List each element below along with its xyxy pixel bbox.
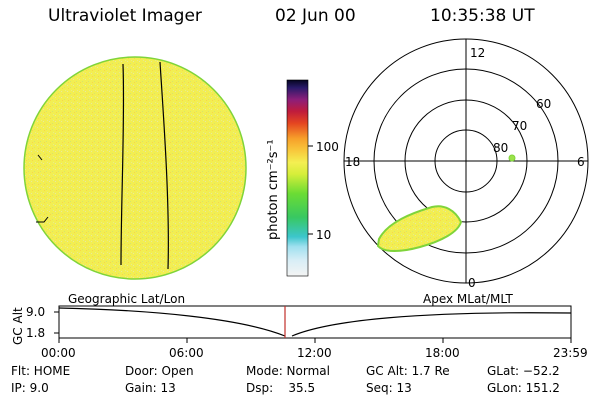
status-mode: Mode: Normal <box>246 364 330 378</box>
polar-label-80: 80 <box>493 141 509 155</box>
timeline-y-tick-9: 9.0 <box>26 305 46 319</box>
polar-label-6: 6 <box>577 155 585 169</box>
status-flight: Flt: HOME <box>11 364 71 378</box>
polar-label-18: 18 <box>345 155 361 169</box>
status-glat: GLat: −52.2 <box>487 364 560 378</box>
colorbar-unit-label: photon cm⁻²s⁻¹ <box>266 139 281 240</box>
status-gain: Gain: 13 <box>125 381 176 395</box>
colorbar-tick-10: 10 <box>316 228 332 242</box>
polar-plot <box>343 38 589 284</box>
timeline-y-tick-1-8: 1.8 <box>26 326 46 340</box>
header-time: 10:35:38 UT <box>430 6 535 26</box>
timeline-x-tick-1800: 18:00 <box>425 346 460 360</box>
status-gc-alt: GC Alt: 1.7 Re <box>366 364 450 378</box>
header-date: 02 Jun 00 <box>275 6 356 26</box>
polar-label-12: 12 <box>470 46 486 60</box>
timeline-panel <box>54 305 572 343</box>
app-title: Ultraviolet Imager <box>48 6 202 26</box>
status-ip: IP: 9.0 <box>11 381 49 395</box>
polar-label-70: 70 <box>512 119 528 133</box>
timeline-left-caption: Geographic Lat/Lon <box>68 292 186 306</box>
timeline-x-tick-0000: 00:00 <box>41 346 76 360</box>
colorbar-tick-100: 100 <box>316 140 339 154</box>
timeline-right-caption: Apex MLat/MLT <box>423 292 513 306</box>
status-glon: GLon: 151.2 <box>487 381 560 395</box>
polar-label-60: 60 <box>536 97 552 111</box>
timeline-x-tick-2359: 23:59 <box>553 346 588 360</box>
geographic-disk-image <box>23 56 247 280</box>
status-door: Door: Open <box>125 364 194 378</box>
status-dsp: Dsp: 35.5 <box>246 381 316 395</box>
timeline-y-axis-label: GC Alt <box>11 307 25 345</box>
status-seq: Seq: 13 <box>366 381 412 395</box>
timeline-x-tick-0600: 06:00 <box>169 346 204 360</box>
colorbar <box>286 79 313 277</box>
polar-label-0: 0 <box>468 276 476 290</box>
timeline-x-tick-1200: 12:00 <box>297 346 332 360</box>
